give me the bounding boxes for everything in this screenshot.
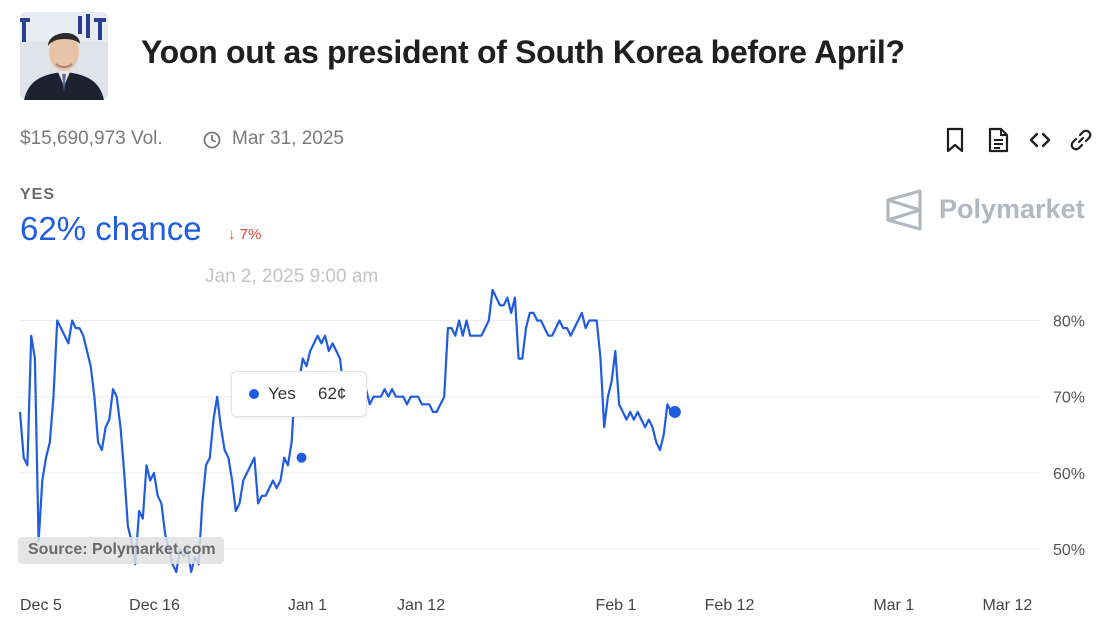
clock-icon [203,131,221,149]
tooltip-value: 62¢ [318,384,347,403]
change-text: 7% [239,226,262,243]
arrow-down-icon: ↓ [228,226,240,243]
tooltip-series-name: Yes [268,384,296,403]
series-layer [18,288,681,574]
polymarket-wordmark: Polymarket [939,194,1085,224]
embed-code-icon[interactable] [1028,126,1052,154]
x-axis: Dec 5 Dec 16 Jan 1 Jan 12 Feb 1 Feb 12 Mar 1 Ma… [20,597,1032,614]
y-axis: 50% 60% 70% 80% [1053,314,1085,560]
bookmark-icon[interactable] [943,126,967,154]
series-color-dot [249,389,259,399]
x-tick-label: Feb 1 [595,597,636,614]
market-title: Yoon out as president of South Korea bef… [141,34,905,70]
x-tick-label: Jan 12 [397,597,445,614]
y-tick-label: 50% [1053,542,1085,559]
y-tick-label: 60% [1053,466,1085,483]
link-icon[interactable] [1069,126,1093,154]
market-thumbnail [20,12,108,100]
y-tick-label: 70% [1053,390,1085,407]
x-tick-label: Feb 12 [705,597,755,614]
x-tick-label: Mar 1 [873,597,914,614]
grid [20,320,1040,550]
outcome-label: YES [20,186,56,203]
volume-text: $15,690,973 Vol. [20,128,163,149]
x-tick-label: Mar 12 [982,597,1032,614]
polymarket-logo-icon [886,189,922,231]
x-tick-label: Dec 16 [129,597,180,614]
end-date-text: Mar 31, 2025 [232,128,344,149]
y-tick-label: 80% [1053,314,1085,331]
chance-text: 62% chance [20,210,202,247]
hover-tooltip: Yes 62¢ [231,371,367,417]
latest-point [668,405,681,418]
hover-date: Jan 2, 2025 9:00 am [205,266,379,287]
source-label: Source: Polymarket.com [18,537,224,564]
hover-point [296,452,307,463]
change-indicator: ↓ 7% [228,226,261,243]
price-chart[interactable]: 50% 60% 70% 80% Dec 5 Dec 16 Jan 1 Jan 12 Feb 1… [0,260,1112,627]
x-tick-label: Dec 5 [20,597,62,614]
x-tick-label: Jan 1 [288,597,327,614]
document-icon[interactable] [986,126,1010,154]
series-line-yes [18,288,675,574]
